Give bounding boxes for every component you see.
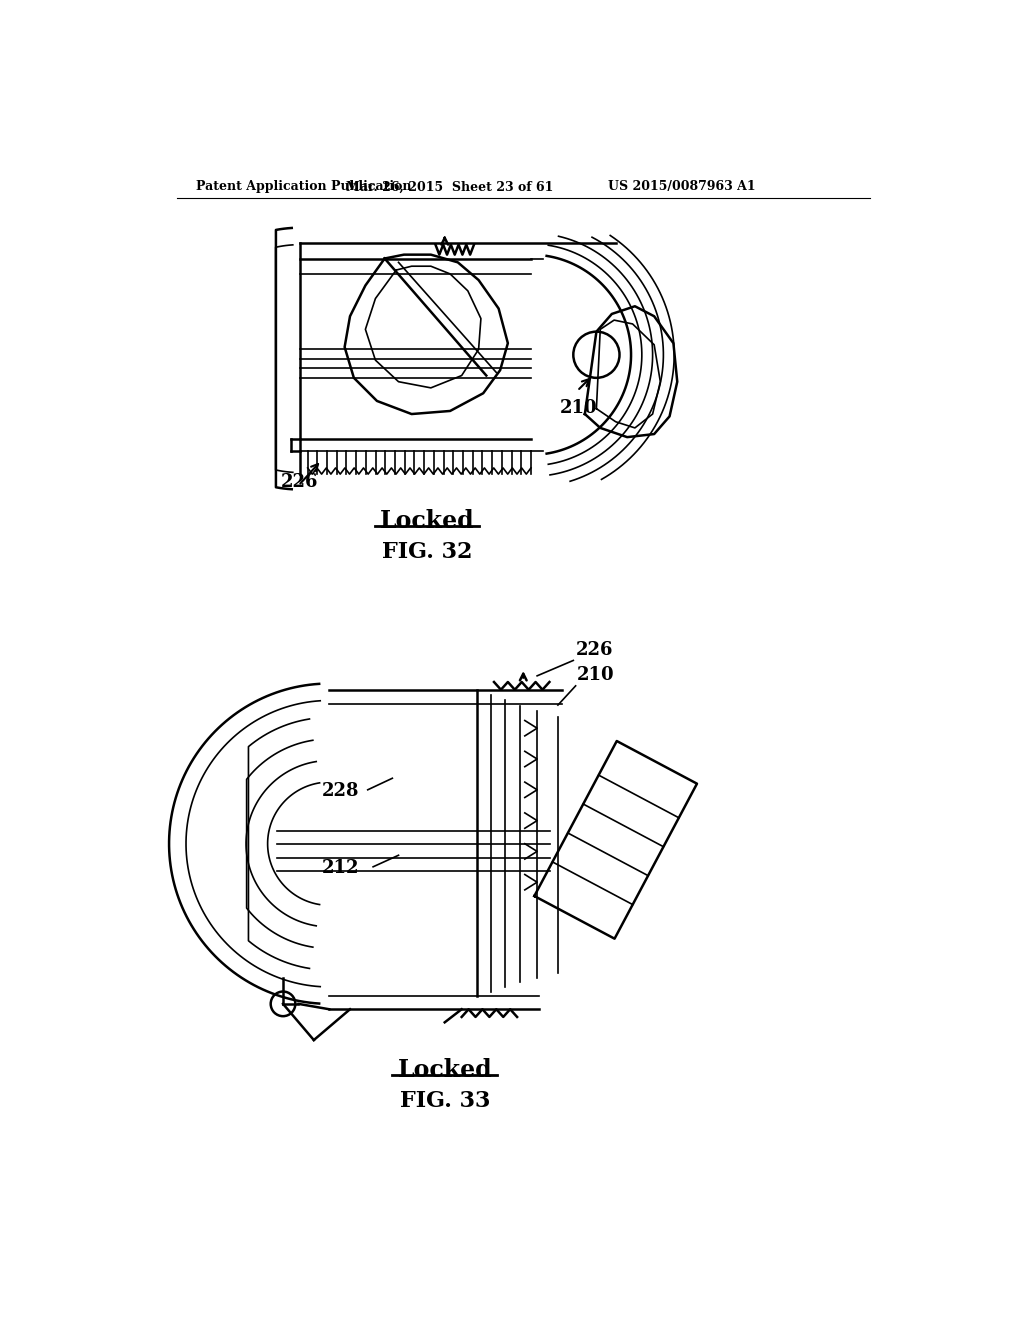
Text: 210: 210 <box>578 667 614 684</box>
Text: Patent Application Publication: Patent Application Publication <box>196 181 412 194</box>
Text: 210: 210 <box>560 399 598 417</box>
Text: Mar. 26, 2015  Sheet 23 of 61: Mar. 26, 2015 Sheet 23 of 61 <box>346 181 554 194</box>
Text: US 2015/0087963 A1: US 2015/0087963 A1 <box>608 181 756 194</box>
Text: FIG. 33: FIG. 33 <box>399 1090 489 1111</box>
Text: FIG. 32: FIG. 32 <box>382 541 472 564</box>
Text: 226: 226 <box>281 473 318 491</box>
Text: Locked: Locked <box>397 1057 493 1082</box>
Text: 212: 212 <box>322 859 359 878</box>
Text: 226: 226 <box>575 642 613 659</box>
Text: 228: 228 <box>322 783 359 800</box>
Text: Locked: Locked <box>380 508 474 533</box>
